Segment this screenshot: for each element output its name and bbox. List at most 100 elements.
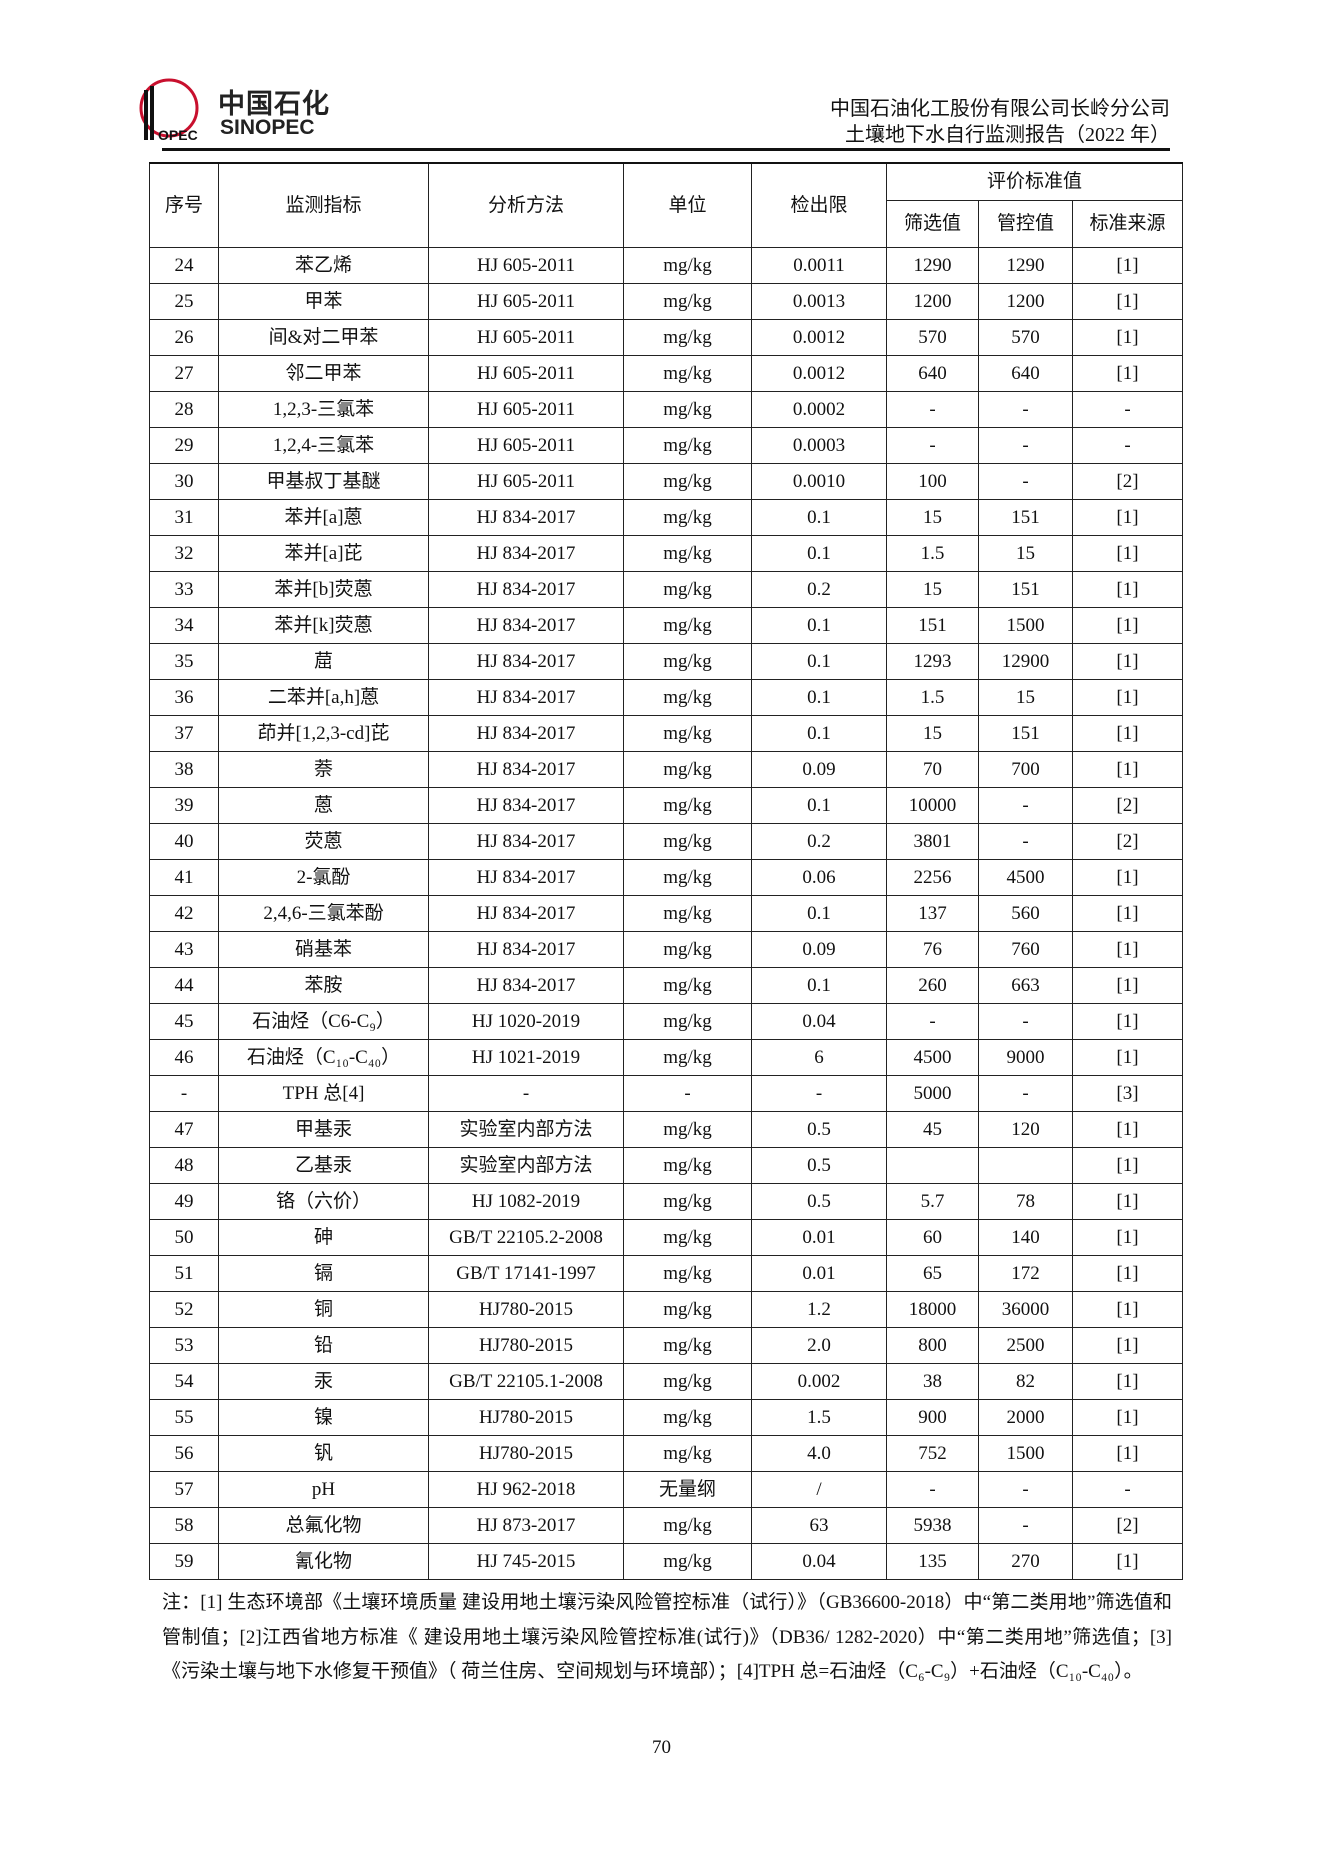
cell-control: 78 — [978, 1183, 1073, 1220]
cell-control: 15 — [978, 535, 1073, 572]
cell-screening: - — [886, 1471, 979, 1508]
cell-no: 58 — [149, 1507, 219, 1544]
cell-unit: mg/kg — [623, 1219, 752, 1256]
logo-english-text: SINOPEC — [220, 116, 315, 139]
header-method: 分析方法 — [428, 162, 624, 248]
cell-indicator: 1,2,4-三氯苯 — [218, 427, 429, 464]
table-row: 43 硝基苯 HJ 834-2017 mg/kg 0.09 76 760 [1] — [149, 931, 1184, 968]
table-row: 40 荧蒽 HJ 834-2017 mg/kg 0.2 3801- [2] — [149, 823, 1184, 860]
cell-control: 36000 — [978, 1291, 1073, 1328]
cell-control: 1500 — [978, 1435, 1073, 1472]
cell-method: GB/T 17141-1997 — [428, 1255, 624, 1292]
cell-source: [1] — [1071, 1435, 1184, 1472]
cell-limit: / — [751, 1471, 887, 1508]
cell-unit: mg/kg — [623, 1399, 752, 1436]
cell-source: [1] — [1071, 1291, 1184, 1328]
cell-method: HJ 605-2011 — [428, 283, 624, 320]
cell-unit: mg/kg — [623, 1003, 752, 1040]
cell-unit: mg/kg — [623, 1039, 752, 1076]
cell-indicator: 总氟化物 — [218, 1507, 429, 1544]
cell-method: HJ 834-2017 — [428, 751, 624, 788]
cell-source: [1] — [1071, 1183, 1184, 1220]
cell-no: 33 — [149, 571, 219, 608]
cell-indicator: 苯胺 — [218, 967, 429, 1004]
cell-limit: - — [751, 1075, 887, 1112]
cell-method: HJ 834-2017 — [428, 967, 624, 1004]
cell-no: 50 — [149, 1219, 219, 1256]
cell-indicator: 甲基汞 — [218, 1111, 429, 1148]
table-row: 59 氰化物 HJ 745-2015 mg/kg 0.04 135 270 [1] — [149, 1543, 1184, 1580]
header-control: 管控值 — [978, 200, 1073, 248]
table-notes: 注：[1] 生态环境部《土壤环境质量 建设用地土壤污染风险管控标准（试行）》（G… — [162, 1592, 1172, 1682]
cell-unit: mg/kg — [623, 1147, 752, 1184]
cell-source: [1] — [1071, 319, 1184, 356]
cell-no: 52 — [149, 1291, 219, 1328]
cell-indicator: 砷 — [218, 1219, 429, 1256]
cell-no: 59 — [149, 1543, 219, 1580]
cell-screening: 752 — [886, 1435, 979, 1472]
table-row: 50 砷 GB/T 22105.2-2008 mg/kg 0.01 60 140 [1] — [149, 1219, 1184, 1256]
table-row: 51 镉 GB/T 17141-1997 mg/kg 0.01 65 172 [1] — [149, 1255, 1184, 1292]
cell-method: HJ 605-2011 — [428, 319, 624, 356]
cell-no: 44 — [149, 967, 219, 1004]
cell-indicator: 铬（六价） — [218, 1183, 429, 1220]
cell-indicator: 石油烃（C₁₀-C₄₀） — [218, 1039, 429, 1076]
cell-method: HJ780-2015 — [428, 1399, 624, 1436]
cell-limit: 0.1 — [751, 499, 887, 536]
cell-indicator: 间&对二甲苯 — [218, 319, 429, 356]
table-row: 53 铅 HJ780-2015 mg/kg 2.0 800 2500 [1] — [149, 1327, 1184, 1364]
table-row: 57 pH HJ 962-2018 无量纲 / - - - — [149, 1471, 1184, 1508]
cell-method: HJ 1082-2019 — [428, 1183, 624, 1220]
cell-control: 151 — [978, 571, 1073, 608]
cell-limit: 0.09 — [751, 931, 887, 968]
cell-screening: 10000 — [886, 787, 979, 824]
cell-no: 38 — [149, 751, 219, 788]
cell-no: - — [149, 1075, 219, 1112]
cell-method: HJ780-2015 — [428, 1435, 624, 1472]
cell-indicator: 硝基苯 — [218, 931, 429, 968]
cell-indicator: 镍 — [218, 1399, 429, 1436]
cell-limit: 0.1 — [751, 715, 887, 752]
cell-control: - — [978, 1003, 1073, 1040]
cell-no: 51 — [149, 1255, 219, 1292]
cell-unit: mg/kg — [623, 499, 752, 536]
cell-screening: 135 — [886, 1543, 979, 1580]
cell-no: 35 — [149, 643, 219, 680]
cell-control: 1500 — [978, 607, 1073, 644]
table-row: 45 石油烃（C6-C₉） HJ 1020-2019 mg/kg 0.04- - [1] — [149, 1003, 1184, 1040]
cell-control: 2500 — [978, 1327, 1073, 1364]
cell-method: HJ 834-2017 — [428, 859, 624, 896]
cell-control: 151 — [978, 715, 1073, 752]
cell-indicator: 铜 — [218, 1291, 429, 1328]
cell-unit: mg/kg — [623, 463, 752, 500]
table-row: 55 镍 HJ780-2015 mg/kg 1.5 900 2000 [1] — [149, 1399, 1184, 1436]
cell-method: HJ 605-2011 — [428, 355, 624, 392]
table-row: 41 2-氯酚 HJ 834-2017 mg/kg 0.06 2256 4500 [1] — [149, 859, 1184, 896]
table-row: 36 二苯并[a,h]蒽 HJ 834-2017 mg/kg 0.1 1.5 15 [1] — [149, 679, 1184, 716]
cell-control: 663 — [978, 967, 1073, 1004]
cell-no: 32 — [149, 535, 219, 572]
cell-unit: mg/kg — [623, 931, 752, 968]
cell-limit: 6 — [751, 1039, 887, 1076]
cell-method: HJ 834-2017 — [428, 643, 624, 680]
cell-method: HJ 745-2015 — [428, 1543, 624, 1580]
cell-indicator: pH — [218, 1471, 429, 1508]
cell-screening: 100 — [886, 463, 979, 500]
header-unit: 单位 — [623, 162, 752, 248]
cell-screening: 900 — [886, 1399, 979, 1436]
cell-method: HJ 605-2011 — [428, 391, 624, 428]
table-row: 27 邻二甲苯 HJ 605-2011 mg/kg 0.0012 640 640 [1] — [149, 355, 1184, 392]
cell-source: [1] — [1071, 1255, 1184, 1292]
cell-control: 2000 — [978, 1399, 1073, 1436]
cell-limit: 1.5 — [751, 1399, 887, 1436]
cell-method: HJ 1020-2019 — [428, 1003, 624, 1040]
cell-control: 15 — [978, 679, 1073, 716]
cell-control: 560 — [978, 895, 1073, 932]
cell-control: 4500 — [978, 859, 1073, 896]
table-row: 34 苯并[k]荧蒽 HJ 834-2017 mg/kg 0.1 151 1500 [1] — [149, 607, 1184, 644]
cell-method: HJ 834-2017 — [428, 931, 624, 968]
cell-limit: 0.002 — [751, 1363, 887, 1400]
company-name: 中国石油化工股份有限公司长岭分公司 — [830, 98, 1170, 120]
table-row: 44 苯胺 HJ 834-2017 mg/kg 0.1 260 663 [1] — [149, 967, 1184, 1004]
table-row: 46 石油烃（C₁₀-C₄₀） HJ 1021-2019 mg/kg 6 4500 9000… — [149, 1039, 1184, 1076]
